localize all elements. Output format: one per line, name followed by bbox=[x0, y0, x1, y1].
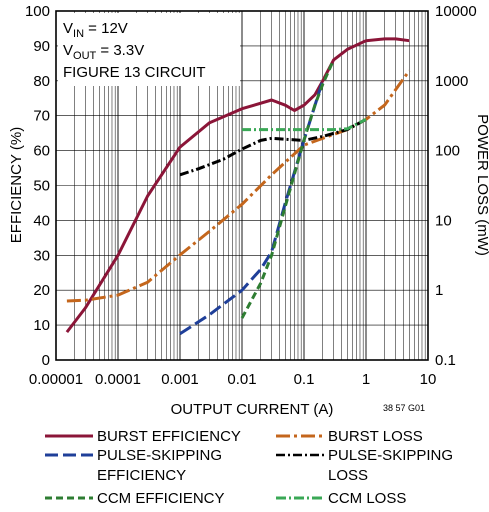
vin-label: VIN = 12V bbox=[63, 20, 128, 40]
y-tick-label: 80 bbox=[33, 73, 50, 90]
legend-label-ccm-loss: CCM LOSS bbox=[328, 490, 406, 507]
y-tick-label: 50 bbox=[33, 178, 50, 195]
vout-label: VOUT = 3.3V bbox=[63, 42, 144, 62]
legend-label-burst-loss: BURST LOSS bbox=[328, 428, 423, 445]
legend-label-ccm-efficiency: CCM EFFICIENCY bbox=[97, 490, 225, 507]
x-tick-label: 0.0001 bbox=[95, 371, 141, 388]
x-tick-label: 10 bbox=[420, 371, 437, 388]
y2-tick-label: 10000 bbox=[435, 3, 477, 20]
figure-code: 38 57 G01 bbox=[383, 403, 425, 413]
y2-tick-label: 1 bbox=[435, 282, 443, 299]
y-tick-label: 40 bbox=[33, 212, 50, 229]
vout-value: = 3.3V bbox=[96, 42, 144, 59]
legend-label-pulse-skipping-loss-1: PULSE-SKIPPING bbox=[328, 447, 453, 464]
series-ccm-loss bbox=[242, 118, 367, 132]
y2-tick-label: 1000 bbox=[435, 73, 468, 90]
vout-subscript: OUT bbox=[73, 50, 97, 62]
legend-label-burst-efficiency: BURST EFFICIENCY bbox=[97, 428, 241, 445]
x-axis-title: OUTPUT CURRENT (A) bbox=[171, 401, 334, 418]
x-tick-label: 0.001 bbox=[161, 371, 199, 388]
y2-tick-label: 10 bbox=[435, 212, 452, 229]
legend-label-pulse-skipping-efficiency-2: EFFICIENCY bbox=[97, 467, 186, 484]
y2-axis-title: POWER LOSS (mW) bbox=[474, 114, 489, 256]
tick-labels: 0.00001 0.0001 0.001 0.01 0.1 1 10010203040506… bbox=[25, 3, 477, 388]
circuit-label: FIGURE 13 CIRCUIT bbox=[63, 64, 206, 81]
y-axis-title: EFFICIENCY (%) bbox=[8, 127, 25, 243]
y-tick-label: 30 bbox=[33, 247, 50, 264]
x-tick-label: 0.1 bbox=[294, 371, 315, 388]
y-tick-label: 90 bbox=[33, 38, 50, 55]
series-ccm-efficiency bbox=[240, 59, 335, 319]
x-tick-label: 1 bbox=[362, 371, 370, 388]
legend-label-pulse-skipping-efficiency-1: PULSE-SKIPPING bbox=[97, 447, 222, 464]
y-tick-label: 60 bbox=[33, 143, 50, 160]
y-tick-label: 70 bbox=[33, 108, 50, 125]
legend-label-pulse-skipping-loss-2: LOSS bbox=[328, 467, 368, 484]
annotation-box bbox=[58, 13, 240, 86]
y-tick-label: 20 bbox=[33, 282, 50, 299]
x-tick-label: 0.01 bbox=[227, 371, 256, 388]
y-tick-label: 100 bbox=[25, 3, 50, 20]
series-burst-efficiency bbox=[65, 37, 410, 334]
vin-symbol: V bbox=[63, 20, 73, 37]
y2-tick-label: 0.1 bbox=[435, 352, 456, 369]
series-pulse-skipping-loss bbox=[179, 118, 367, 177]
plot-frame bbox=[55, 10, 429, 361]
x-tick-label: 0.00001 bbox=[29, 371, 83, 388]
vin-subscript: IN bbox=[73, 28, 84, 40]
vout-symbol: V bbox=[63, 42, 73, 59]
y-tick-label: 0 bbox=[42, 352, 50, 369]
legend: BURST EFFICIENCY BURST LOSS PULSE-SKIPPI… bbox=[45, 428, 453, 507]
series bbox=[65, 37, 411, 336]
y2-tick-label: 100 bbox=[435, 143, 460, 160]
vin-value: = 12V bbox=[84, 20, 128, 37]
series-pulse-skipping-efficiency bbox=[179, 80, 325, 336]
y-tick-label: 10 bbox=[33, 317, 50, 334]
